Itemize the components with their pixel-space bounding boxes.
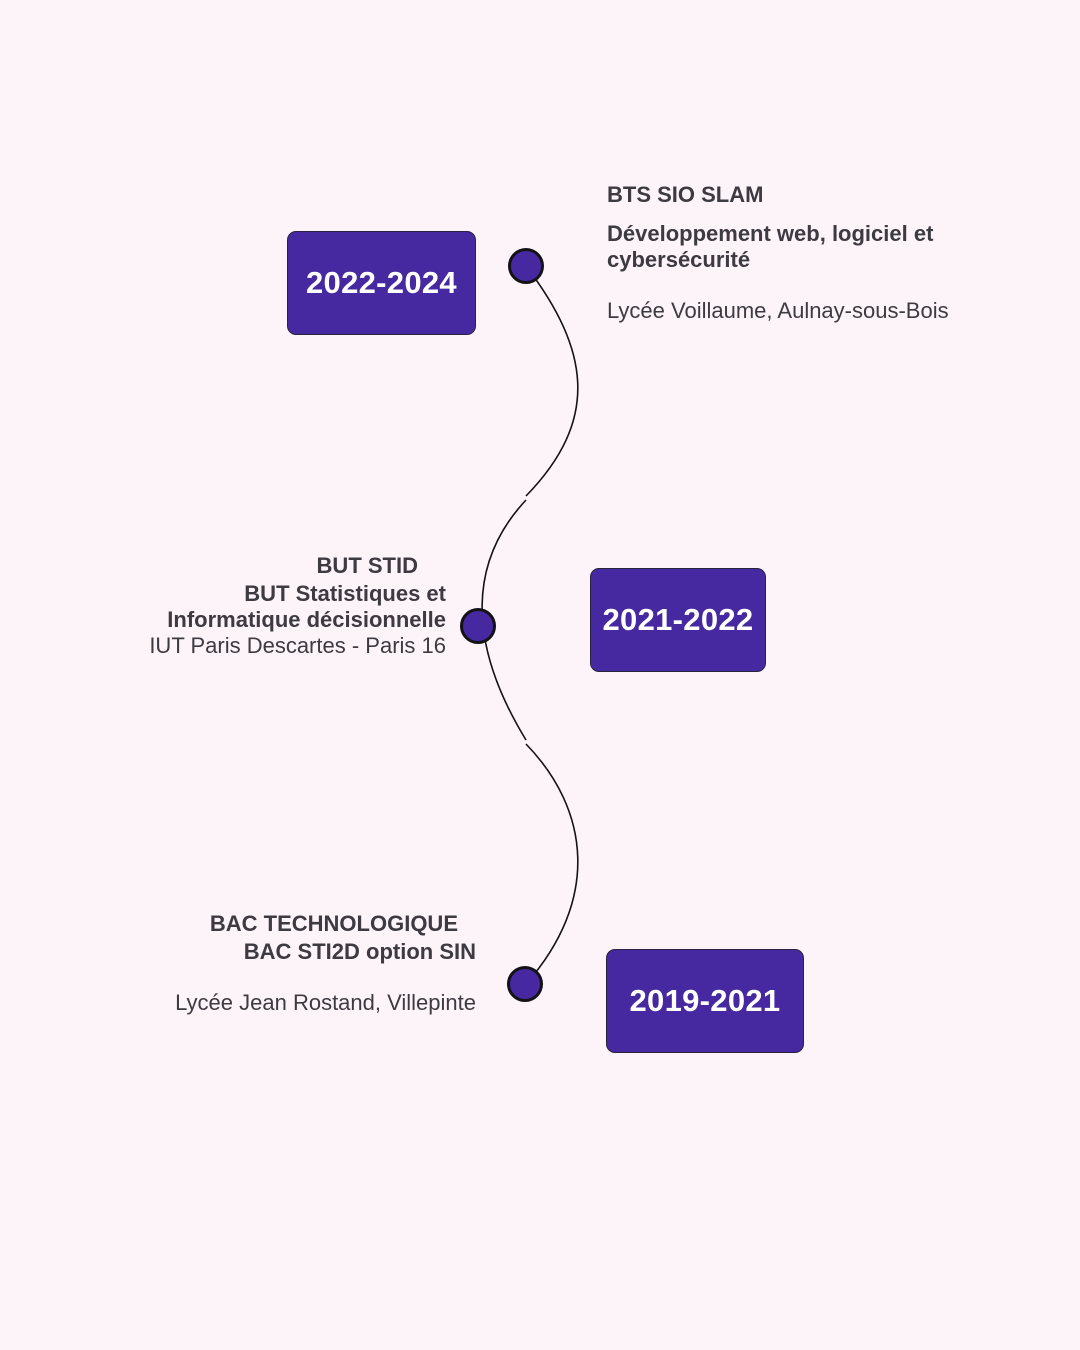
timeline-dot <box>508 248 544 284</box>
specialty-line: Informatique décisionnelle <box>167 607 446 632</box>
timeline-dot <box>460 608 496 644</box>
year-label: 2019-2021 <box>629 983 781 1018</box>
school-name: Lycée Jean Rostand, Villepinte <box>175 990 476 1015</box>
school-name: Lycée Voillaume, Aulnay-sous-Bois <box>607 298 949 323</box>
degree-title: BTS SIO SLAM <box>607 182 764 207</box>
specialty-line: cybersécurité <box>607 247 751 272</box>
year-label: 2022-2024 <box>306 265 457 300</box>
specialty-line: BAC STI2D option SIN <box>243 939 476 964</box>
year-label: 2021-2022 <box>602 602 754 637</box>
degree-title: BUT STID <box>316 553 418 578</box>
year-badge-2022-2024: 2022-2024 <box>287 231 476 335</box>
year-badge-2019-2021: 2019-2021 <box>606 949 804 1053</box>
specialty-line: BUT Statistiques et <box>244 581 446 606</box>
degree-title: BAC TECHNOLOGIQUE <box>209 911 458 936</box>
year-badge-2021-2022: 2021-2022 <box>590 568 766 672</box>
specialty-line: Développement web, logiciel et <box>607 221 934 246</box>
school-name: IUT Paris Descartes - Paris 16 <box>149 633 446 658</box>
timeline-dot <box>507 966 543 1002</box>
